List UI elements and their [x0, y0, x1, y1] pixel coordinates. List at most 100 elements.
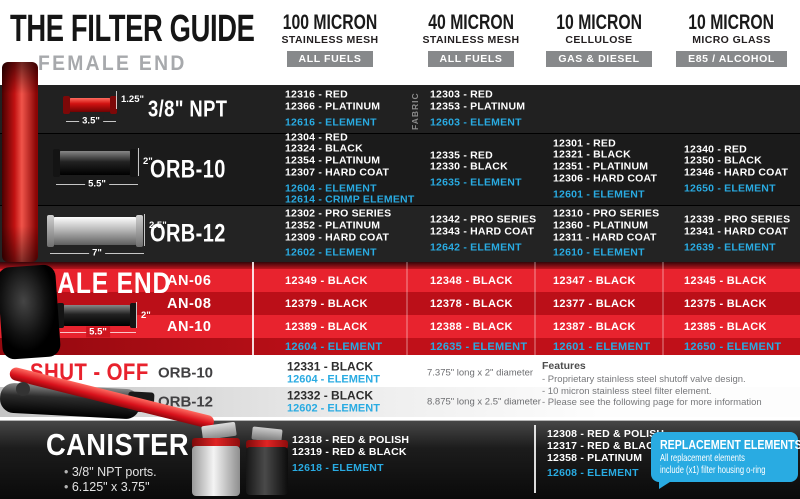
canister-specs: 3/8" NPT ports.6.125" x 3.75"	[64, 465, 157, 495]
element-list: 12639 - ELEMENT	[684, 240, 790, 254]
row-label: ORB-10	[158, 364, 214, 381]
dim-height-label: 2"	[143, 156, 153, 167]
row-label: ORB-10	[150, 155, 226, 183]
fuel-badge: E85 / ALCOHOL	[676, 51, 787, 67]
row-orb-12: 2.5" 7" ORB-12 12302 - PRO SERIES 12352 -…	[0, 205, 800, 262]
features-block: Features - Proprietary stainless steel s…	[542, 360, 762, 409]
part-number: 12360 - PLATINUM	[553, 219, 649, 232]
media-label: STAINLESS MESH	[281, 34, 379, 46]
row-an-06: AN-06 12349 - BLACK 12348 - BLACK 12347 …	[0, 269, 800, 292]
row-male-elements: 12604 - ELEMENT 12635 - ELEMENT 12601 - …	[0, 338, 800, 355]
part-number: 12341 - HARD COAT	[684, 225, 789, 238]
micron-label: 10 MICRON	[556, 11, 642, 34]
canister-body-black	[246, 447, 288, 495]
variants-cell: 12301 - RED 12321 - BLACK 12351 - PLATINUM…	[553, 137, 658, 201]
part-number: 12316 - RED	[285, 88, 348, 101]
element-part-number: 12604 - ELEMENT	[285, 340, 383, 353]
size-note: 7.375" long x 2" diameter	[427, 367, 534, 378]
fuel-badge: ALL FUELS	[286, 51, 374, 67]
part-number: 12385 - BLACK	[684, 320, 767, 333]
valve-pivot	[16, 382, 30, 396]
canister-body-silver	[192, 446, 240, 496]
features-list: - Proprietary stainless steel shutoff va…	[542, 374, 762, 409]
callout-body-line: include (x1) filter housing o-ring	[660, 464, 766, 476]
element-part-number: 12635 - ELEMENT	[430, 340, 528, 353]
spec-bullet: 3/8" NPT ports.	[64, 465, 157, 480]
column-header-100-micron: 100 MICRON STAINLESS MESH ALL FUELS	[253, 12, 407, 67]
dim-height-label: 2"	[141, 310, 151, 321]
row-label: AN-06	[167, 272, 212, 289]
dimension-line	[136, 302, 137, 328]
element-part-number: 12604 - ELEMENT	[285, 182, 377, 195]
column-header-10-micron-cellulose: 10 MICRON CELLULOSE GAS & DIESEL	[535, 12, 663, 67]
part-number: 12348 - BLACK	[430, 274, 513, 287]
part-number: 12302 - PRO SERIES	[285, 207, 392, 220]
row-label: ORB-12	[150, 219, 226, 248]
part-number: 12318 - RED & POLISH	[292, 434, 410, 446]
variants-cell: 12332 - BLACK 12602 - ELEMENT	[287, 389, 380, 415]
part-list: 12301 - RED 12321 - BLACK 12351 - PLATINUM…	[553, 137, 658, 185]
element-list: 12610 - ELEMENT	[553, 246, 659, 260]
variants-cell: 12318 - RED & POLISH 12319 - RED & BLACK …	[292, 434, 410, 474]
column-divider	[406, 262, 408, 355]
male-end-title: MALE END	[36, 267, 172, 300]
part-number: 12339 - PRO SERIES	[684, 213, 791, 226]
variants-cell: 12302 - PRO SERIES 12352 - PLATINUM 12309 …	[285, 208, 391, 259]
dim-length-label: 5.5"	[85, 178, 109, 190]
part-number: 12352 - PLATINUM	[285, 219, 381, 232]
part-number: 12330 - BLACK	[430, 160, 508, 173]
element-part-number: 12603 - ELEMENT	[430, 115, 522, 128]
part-number: 12375 - BLACK	[684, 297, 767, 310]
column-divider	[534, 262, 536, 355]
variants-cell: 12308 - RED & POLISH 12317 - RED & BLACK 1…	[547, 428, 664, 480]
canister-cap-red	[246, 440, 288, 449]
callout-title: REPLACEMENT ELEMENTS	[660, 438, 800, 452]
element-part-number: 12639 - ELEMENT	[684, 240, 776, 253]
part-number: 12342 - PRO SERIES	[430, 213, 537, 226]
dimension-line	[116, 91, 117, 109]
canister-photo-polish	[188, 421, 244, 496]
micron-label: 100 MICRON	[282, 11, 378, 34]
part-number: 12389 - BLACK	[285, 320, 368, 333]
element-part-number: 12616 - ELEMENT	[285, 115, 377, 128]
part-number: 12317 - RED & BLACK	[547, 439, 662, 452]
part-number: 12307 - HARD COAT	[285, 166, 390, 179]
size-note: 8.875" long x 2.5" diameter	[427, 396, 541, 408]
column-divider	[534, 425, 536, 493]
part-number: 12379 - BLACK	[285, 297, 368, 310]
row-label: AN-08	[167, 295, 212, 312]
row-label: AN-10	[167, 318, 212, 335]
part-number: 12306 - HARD COAT	[553, 172, 658, 185]
dimension-line	[138, 148, 139, 176]
column-divider	[252, 262, 254, 355]
element-part-number: 12602 - ELEMENT	[287, 402, 380, 415]
black-male-filter-photo	[0, 264, 62, 360]
part-number: 12351 - PLATINUM	[553, 160, 649, 173]
row-orb-10: 2" 5.5" ORB-10 12304 - RED 12324 - BLACK 1…	[0, 131, 800, 207]
canister-section: CANISTER 3/8" NPT ports.6.125" x 3.75" 1…	[0, 420, 800, 499]
part-number: 12378 - BLACK	[430, 297, 513, 310]
part-list: 12303 - RED 12353 - PLATINUM	[430, 89, 525, 113]
part-list: 12316 - RED 12366 - PLATINUM	[285, 89, 380, 113]
canister-cap-red	[192, 438, 240, 448]
variants-cell: 12304 - RED 12324 - BLACK 12354 - PLATINUM…	[285, 131, 414, 207]
element-part-number: 12608 - ELEMENT	[547, 467, 639, 480]
part-list: 12304 - RED 12324 - BLACK 12354 - PLATINUM…	[285, 131, 414, 179]
feature-item: - 10 micron stainless steel filter eleme…	[542, 385, 712, 397]
micron-label: 40 MICRON	[428, 11, 514, 34]
element-list: 12650 - ELEMENT	[684, 182, 788, 195]
inline-filter-black-thumbnail	[57, 303, 137, 328]
element-list: 12635 - ELEMENT	[430, 177, 522, 189]
element-part-number: 12610 - ELEMENT	[553, 246, 645, 259]
element-list: 12608 - ELEMENT	[547, 468, 664, 480]
element-list: 12601 - ELEMENT	[553, 188, 657, 201]
part-number: 12366 - PLATINUM	[285, 100, 381, 113]
fuel-badge: GAS & DIESEL	[546, 51, 652, 67]
variants-cell: 12335 - RED 12330 - BLACK 12635 - ELEMENT	[430, 149, 522, 189]
part-number: 12301 - RED	[553, 137, 616, 150]
micron-label: 10 MICRON	[688, 11, 775, 34]
callout-body-line: All replacement elements	[660, 452, 745, 464]
dim-height-label: 2.5"	[149, 220, 167, 231]
part-number: 12345 - BLACK	[684, 274, 767, 287]
